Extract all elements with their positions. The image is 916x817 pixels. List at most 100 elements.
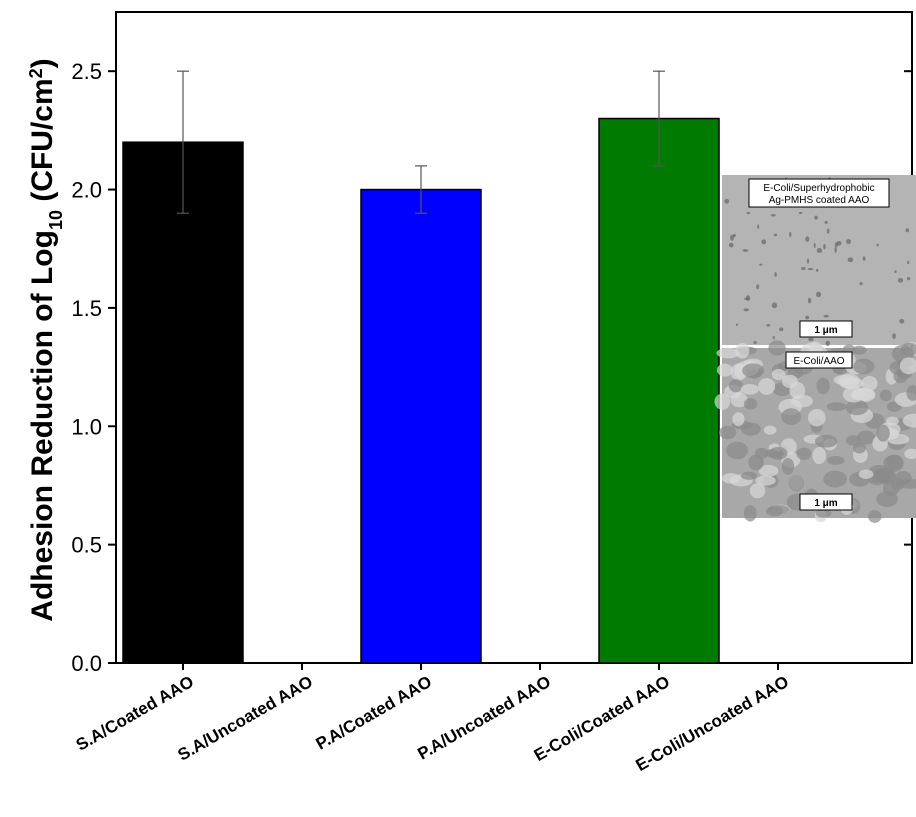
micrograph-texture (782, 458, 794, 475)
micrograph-texture (773, 336, 775, 339)
y-tick-label: 0.5 (71, 533, 102, 558)
micrograph-texture (905, 228, 909, 232)
micrograph-texture (848, 257, 854, 262)
y-axis-label-part: Adhesion Reduction of Log (26, 230, 59, 622)
bar (361, 190, 481, 663)
micrograph-texture (805, 236, 809, 242)
micrograph-texture (729, 379, 743, 392)
y-tick-label: 1.5 (71, 296, 102, 321)
micrograph-texture (876, 425, 890, 442)
micrograph-texture (853, 443, 866, 454)
micrograph-texture (808, 409, 826, 426)
micrograph-texture (781, 408, 801, 425)
micrograph-texture (741, 422, 761, 435)
micrograph-texture (750, 483, 766, 498)
micrograph-texture (757, 224, 759, 228)
micrograph-texture (894, 270, 896, 273)
micrograph-texture (766, 506, 783, 516)
micrograph-texture (808, 298, 811, 304)
micrograph-texture (823, 244, 825, 250)
scale-label: 1 μm (814, 325, 837, 336)
micrograph-texture (880, 390, 892, 401)
bar (123, 142, 243, 663)
micrograph-texture (892, 333, 896, 339)
micrograph-texture (742, 363, 764, 378)
micrograph-texture (741, 472, 757, 480)
micrograph-texture (846, 239, 851, 244)
micrograph-texture (717, 364, 733, 377)
micrograph-texture (789, 232, 791, 238)
micrograph-texture (898, 278, 903, 283)
micrograph-texture (771, 214, 776, 217)
micrograph-texture (801, 267, 806, 270)
y-axis-label-part: (CFU/cm (26, 78, 59, 210)
micrograph-texture (719, 426, 736, 439)
micrograph-texture (814, 216, 818, 220)
micrograph-texture (736, 324, 738, 326)
micrograph-texture (827, 456, 845, 465)
micrograph-texture (887, 434, 909, 445)
micrograph-texture (772, 302, 777, 308)
micrograph-texture (853, 359, 874, 375)
inset-label: E-Coli/Superhydrophobic (763, 183, 874, 194)
micrograph-texture (827, 402, 847, 411)
micrograph-texture (799, 212, 803, 214)
micrograph-texture (824, 315, 829, 318)
micrograph-texture (808, 268, 814, 270)
micrograph-texture (758, 378, 775, 395)
micrograph-texture (782, 375, 798, 388)
micrograph-texture (735, 343, 749, 359)
micrograph-texture (764, 425, 777, 434)
micrograph-texture (774, 234, 777, 237)
micrograph-texture (860, 282, 863, 285)
micrograph-texture (816, 269, 818, 272)
micrograph-texture (812, 447, 826, 464)
micrograph-texture (789, 474, 804, 491)
micrograph-texture (741, 384, 759, 395)
micrograph-texture (743, 308, 749, 311)
micrograph-texture (743, 249, 749, 252)
micrograph-texture (730, 235, 734, 241)
micrograph-texture (876, 491, 898, 507)
micrograph-texture (868, 510, 881, 523)
micrograph-texture (729, 243, 734, 248)
micrograph-texture (805, 316, 809, 320)
micrograph-texture (768, 340, 785, 355)
micrograph-texture (825, 341, 830, 346)
y-tick-label: 0.0 (71, 651, 102, 676)
micrograph-texture (815, 435, 838, 448)
inset-label: Ag-PMHS coated AAO (769, 195, 870, 206)
micrograph-texture (814, 243, 816, 248)
micrograph-texture (765, 449, 779, 457)
y-tick-label: 1.0 (71, 414, 102, 439)
micrograph-texture (724, 199, 729, 204)
micrograph-texture (863, 256, 866, 261)
micrograph-texture (746, 212, 750, 214)
micrograph-texture (766, 324, 770, 327)
y-axis-label-part: 2 (26, 68, 46, 78)
y-axis-label-part: 10 (46, 210, 66, 230)
inset-label: E-Coli/AAO (793, 356, 844, 367)
micrograph-texture (907, 261, 909, 265)
x-tick-label: P.A/Coated AAO (313, 672, 435, 754)
micrograph-texture (761, 239, 766, 244)
micrograph-texture (827, 229, 830, 234)
micrograph-texture (877, 244, 879, 247)
micrograph-texture (774, 272, 777, 277)
micrograph-texture (808, 338, 814, 342)
micrograph-texture (895, 471, 912, 484)
micrograph-texture (746, 295, 750, 301)
micrograph-texture (899, 319, 904, 324)
micrograph-texture (759, 264, 762, 266)
x-tick-label: S.A/Uncoated AAO (175, 672, 316, 765)
page: Adhesion Reduction of Log10 (CFU/cm2) 0.… (0, 0, 916, 817)
bar (599, 119, 719, 663)
micrograph-texture (824, 221, 827, 224)
micrograph-texture (779, 328, 783, 332)
micrograph-texture (714, 394, 730, 410)
y-tick-label: 2.0 (71, 178, 102, 203)
micrograph-texture (817, 378, 830, 395)
micrograph-texture (846, 400, 869, 415)
micrograph-texture (722, 473, 740, 483)
micrograph-texture (816, 292, 821, 298)
